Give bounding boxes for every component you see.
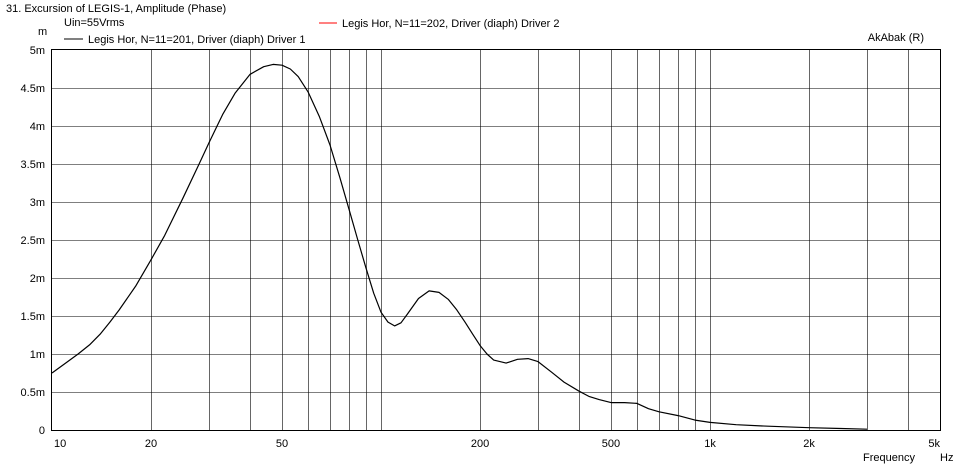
x-tick-label-6: 2k [803, 438, 815, 450]
y-tick-label-3: 1.5m [21, 311, 45, 323]
y-tick-label-8: 4m [30, 121, 45, 133]
x-tick-label-1: 20 [145, 438, 157, 450]
y-tick-label-9: 4.5m [21, 83, 45, 95]
x-axis-unit: Hz [940, 452, 953, 464]
chart-title: 31. Excursion of LEGIS-1, Amplitude (Pha… [6, 3, 226, 15]
chart-subtitle: Uin=55Vrms [64, 17, 125, 29]
y-tick-label-1: 0.5m [21, 387, 45, 399]
x-tick-label-5: 1k [704, 438, 716, 450]
grid [52, 50, 940, 430]
legend-label-series-2: Legis Hor, N=11=202, Driver (diaph) Driv… [342, 18, 559, 30]
series-lines [51, 63, 868, 430]
y-tick-label-4: 2m [30, 273, 45, 285]
x-tick-label-2: 50 [276, 438, 288, 450]
y-tick-label-2: 1m [30, 349, 45, 361]
y-axis-label: m [38, 26, 47, 38]
y-tick-label-10: 5m [30, 45, 45, 57]
y-tick-label-5: 2.5m [21, 235, 45, 247]
x-tick-label-3: 200 [471, 438, 489, 450]
x-axis-label: Frequency [863, 452, 915, 464]
brand-label: AkAbak (R) [868, 32, 924, 44]
x-tick-label-0: 10 [54, 438, 66, 450]
y-tick-label-0: 0 [39, 425, 45, 437]
legend-label-series-1: Legis Hor, N=11=201, Driver (diaph) Driv… [88, 34, 305, 46]
y-axis-tick-labels: 0 0.5m 1m 1.5m 2m 2.5m 3m 3.5m 4m 4.5m 5m [21, 45, 45, 437]
plot-area-frame [51, 49, 941, 431]
x-axis-tick-labels: 10 20 50 200 500 1k 2k 5k [54, 438, 940, 450]
x-tick-label-4: 500 [602, 438, 620, 450]
y-tick-label-7: 3.5m [21, 159, 45, 171]
x-tick-label-7: 5k [928, 438, 940, 450]
legend: Legis Hor, N=11=201, Driver (diaph) Driv… [64, 18, 559, 46]
y-tick-label-6: 3m [30, 197, 45, 209]
series-line-1 [51, 63, 868, 430]
